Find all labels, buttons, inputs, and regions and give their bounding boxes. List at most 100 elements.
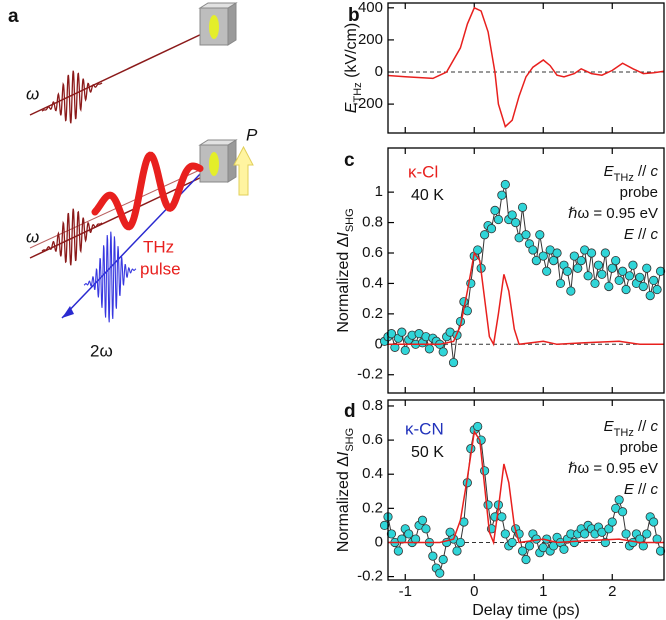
data-point xyxy=(628,260,638,270)
y-tick-label: -200 xyxy=(353,95,383,112)
data-point xyxy=(486,224,497,234)
data-point xyxy=(576,256,586,266)
data-point xyxy=(580,529,590,539)
data-point xyxy=(531,256,541,266)
text-part: Normalized Δ xyxy=(335,456,352,552)
data-point xyxy=(652,284,662,295)
thz-label: THz xyxy=(143,237,174,256)
y-tick-label: 200 xyxy=(358,31,383,48)
y-tick-label: 1 xyxy=(375,183,383,200)
polarization-label: P xyxy=(246,125,258,144)
data-point xyxy=(590,278,600,289)
text-part: c xyxy=(651,226,659,243)
y-tick-label: 0.8 xyxy=(362,397,383,414)
text-part: SHG xyxy=(344,208,356,232)
text-part: probe xyxy=(620,439,658,456)
data-point xyxy=(617,507,628,517)
data-point xyxy=(473,245,483,255)
data-point xyxy=(624,271,635,281)
data-point xyxy=(521,230,531,240)
y-tick-label: 0.6 xyxy=(362,244,383,261)
two-omega-label: 2ω xyxy=(90,341,113,360)
data-point xyxy=(638,541,648,551)
text-part: E xyxy=(624,481,635,498)
data-point xyxy=(479,230,490,240)
data-point xyxy=(562,266,573,276)
text-part: E xyxy=(604,163,615,180)
data-point xyxy=(397,534,407,544)
sample-box xyxy=(198,139,238,183)
data-point xyxy=(404,529,414,539)
data-point xyxy=(400,345,410,355)
text-part: Normalized Δ xyxy=(335,236,352,332)
data-point xyxy=(607,517,617,527)
data-point xyxy=(379,520,390,531)
text-part: ℏω = 0.95 eV xyxy=(568,460,658,477)
y-tick-label: 0 xyxy=(375,335,383,352)
data-point xyxy=(435,568,445,578)
text-part: I xyxy=(335,451,352,456)
data-point xyxy=(524,541,535,551)
schematic: a P ω ω 2ω THz pulse xyxy=(8,2,258,360)
data-point xyxy=(645,291,655,301)
data-point xyxy=(511,217,521,228)
data-point xyxy=(521,554,531,565)
temperature-label: 50 K xyxy=(411,444,444,461)
data-point xyxy=(635,272,645,282)
data-point xyxy=(552,248,562,258)
arrow-head xyxy=(62,306,74,318)
x-tick-label: -1 xyxy=(399,583,412,600)
data-point xyxy=(386,529,397,539)
data-point xyxy=(621,529,631,539)
box-side xyxy=(227,139,237,183)
y-tick-label: 0.2 xyxy=(362,305,383,322)
data-point xyxy=(538,251,548,261)
plot-frame xyxy=(387,399,665,581)
text-part: E xyxy=(624,226,635,243)
panel-letter: c xyxy=(344,150,355,171)
data-point xyxy=(569,251,579,261)
spot xyxy=(209,152,219,176)
text-part: E xyxy=(604,418,615,435)
data-point xyxy=(569,537,579,548)
data-point xyxy=(614,275,624,285)
data-point xyxy=(649,275,659,285)
data-point xyxy=(507,537,517,548)
sample-box xyxy=(198,2,238,46)
panel-letter: b xyxy=(348,5,360,26)
wave-packet xyxy=(41,70,103,124)
wave-packet xyxy=(83,231,137,323)
text-part: E xyxy=(343,102,360,113)
text-part: c xyxy=(651,418,659,435)
data-point xyxy=(417,515,428,525)
data-point xyxy=(621,284,631,295)
box-top xyxy=(198,139,238,146)
data-point xyxy=(607,263,617,273)
thz-label: pulse xyxy=(140,259,181,278)
wave-packet xyxy=(41,208,103,266)
condition-label: ETHz // c xyxy=(604,418,659,439)
data-point xyxy=(459,297,469,307)
condition-label: probe xyxy=(620,439,658,456)
data-point xyxy=(438,554,448,565)
text-part: c xyxy=(651,163,659,180)
text-part: THz xyxy=(352,82,364,102)
data-point xyxy=(386,329,397,339)
text-part: // xyxy=(634,481,651,498)
data-point xyxy=(528,245,538,255)
panel-letter: a xyxy=(8,6,19,27)
text-part: THz xyxy=(614,427,634,439)
data-line xyxy=(388,6,664,128)
data-point xyxy=(517,202,528,212)
data-point xyxy=(566,286,576,296)
data-point xyxy=(493,214,503,225)
text-part: SHG xyxy=(344,428,356,452)
data-point xyxy=(611,256,621,266)
x-tick-label: 2 xyxy=(608,583,616,600)
box-top xyxy=(198,2,238,9)
data-point xyxy=(600,248,610,258)
data-point xyxy=(479,466,490,476)
condition-label: E // c xyxy=(624,226,659,243)
